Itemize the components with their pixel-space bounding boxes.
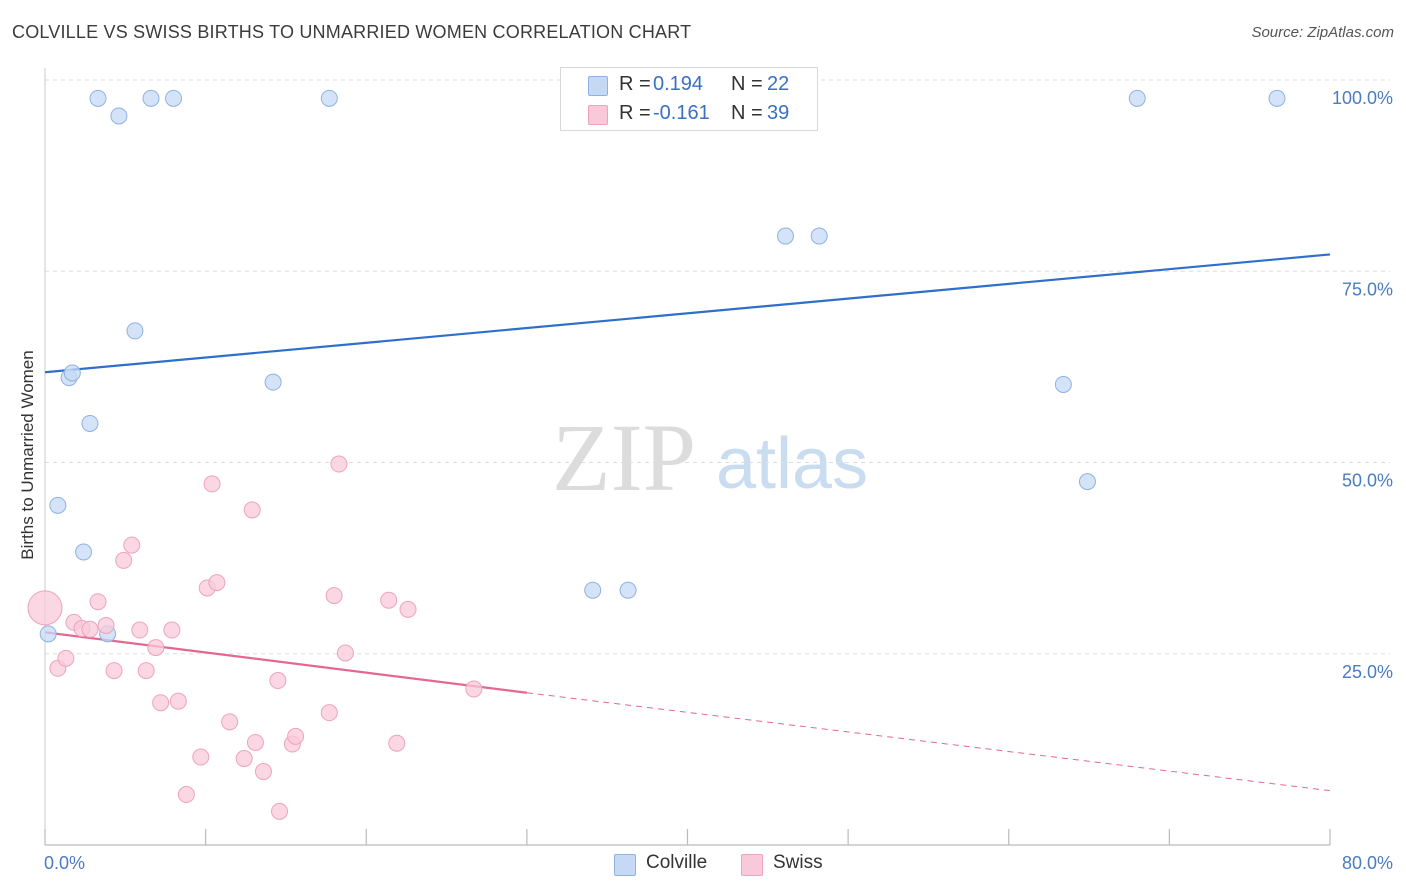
tick-labels: 25.0% 50.0% 75.0% 100.0% 0.0% 80.0% <box>44 88 1393 873</box>
watermark: ZIP atlas <box>552 404 868 511</box>
swiss-point <box>208 574 226 592</box>
colville-point <box>810 227 828 245</box>
colville-trend-line <box>44 253 1331 374</box>
swiss-point <box>271 802 289 820</box>
swiss-point <box>380 591 398 609</box>
swiss-point <box>177 786 195 804</box>
colville-point <box>320 89 338 107</box>
n-label: N = <box>731 102 763 124</box>
colville-point <box>619 581 637 599</box>
colville-point <box>126 322 144 340</box>
swiss-point <box>192 748 210 766</box>
swiss-point <box>246 733 264 751</box>
swiss-point <box>320 704 338 722</box>
swiss-point <box>465 680 483 698</box>
y-tick-label: 75.0% <box>1342 279 1393 299</box>
swiss-point <box>137 662 155 680</box>
stats-legend: R = 0.194 N = 22 R = -0.161 N = 39 <box>560 67 818 131</box>
y-tick-label: 50.0% <box>1342 471 1393 491</box>
swiss-point <box>97 616 115 634</box>
colville-point <box>63 364 81 382</box>
swiss-point <box>330 455 348 473</box>
colville-point <box>49 496 67 514</box>
colville-point <box>1078 473 1096 491</box>
colville-point <box>110 107 128 125</box>
data-points <box>27 89 1286 820</box>
colville-point <box>584 581 602 599</box>
watermark-zip: ZIP <box>552 404 696 511</box>
swiss-trend-line <box>44 631 528 694</box>
grid <box>45 79 1390 655</box>
colville-point <box>39 625 57 643</box>
swiss-point <box>147 639 165 657</box>
swiss-point <box>89 593 107 611</box>
swiss-point <box>399 600 417 618</box>
colville-point <box>1268 89 1286 107</box>
colville-point <box>165 89 182 107</box>
swiss-point <box>81 620 99 638</box>
legend-row-swiss: R = -0.161 N = 39 <box>561 99 817 129</box>
source-note: Source: ZipAtlas.com <box>1251 24 1394 41</box>
colville-point <box>1128 89 1146 107</box>
r-value: -0.161 <box>653 102 710 124</box>
swiss-point <box>115 551 133 569</box>
swiss-swatch <box>741 854 763 876</box>
watermark-atlas: atlas <box>716 424 868 504</box>
swiss-point <box>336 644 354 662</box>
x-tick-label: 0.0% <box>44 853 85 873</box>
x-tick-label: 80.0% <box>1342 853 1393 873</box>
colville-point <box>142 89 160 107</box>
swiss-point <box>325 587 343 605</box>
y-tick-label: 100.0% <box>1332 88 1393 108</box>
swiss-point <box>152 694 170 712</box>
swiss-point <box>57 649 75 667</box>
swiss-point <box>287 727 305 745</box>
swiss-point <box>169 692 187 710</box>
n-value: 22 <box>767 73 790 95</box>
colville-point <box>81 414 99 432</box>
swiss-point <box>254 763 272 781</box>
r-value: 0.194 <box>653 73 704 95</box>
swiss-point <box>123 536 141 554</box>
legend-label: Colville <box>646 852 708 873</box>
swiss-point <box>235 750 253 768</box>
swiss-swatch <box>588 105 608 125</box>
swiss-trend-extension <box>526 692 1331 792</box>
colville-point <box>264 373 282 391</box>
y-tick-label: 25.0% <box>1342 662 1393 682</box>
n-label: N = <box>731 73 763 95</box>
legend-row-colville: R = 0.194 N = 22 <box>561 70 817 100</box>
swiss-point <box>163 621 181 639</box>
legend-label: Swiss <box>773 852 823 873</box>
y-axis-title: Births to Unmarried Women <box>18 350 37 559</box>
swiss-point <box>131 621 149 639</box>
r-label: R = <box>619 102 651 124</box>
chart-title: COLVILLE VS SWISS BIRTHS TO UNMARRIED WO… <box>12 22 692 42</box>
swiss-point <box>269 672 287 690</box>
swiss-point <box>105 662 123 680</box>
colville-swatch <box>614 854 636 876</box>
colville-point <box>75 543 93 561</box>
colville-swatch <box>588 76 608 96</box>
colville-point <box>89 89 107 107</box>
swiss-point <box>388 734 406 752</box>
swiss-point <box>203 475 221 493</box>
swiss-point <box>243 501 261 519</box>
r-label: R = <box>619 73 651 95</box>
colville-point <box>1054 375 1072 393</box>
swiss-point <box>27 590 63 626</box>
colville-point <box>776 227 794 245</box>
axes <box>44 68 1331 846</box>
trend-lines <box>44 253 1331 792</box>
n-value: 39 <box>767 102 790 124</box>
swiss-point <box>221 713 239 731</box>
